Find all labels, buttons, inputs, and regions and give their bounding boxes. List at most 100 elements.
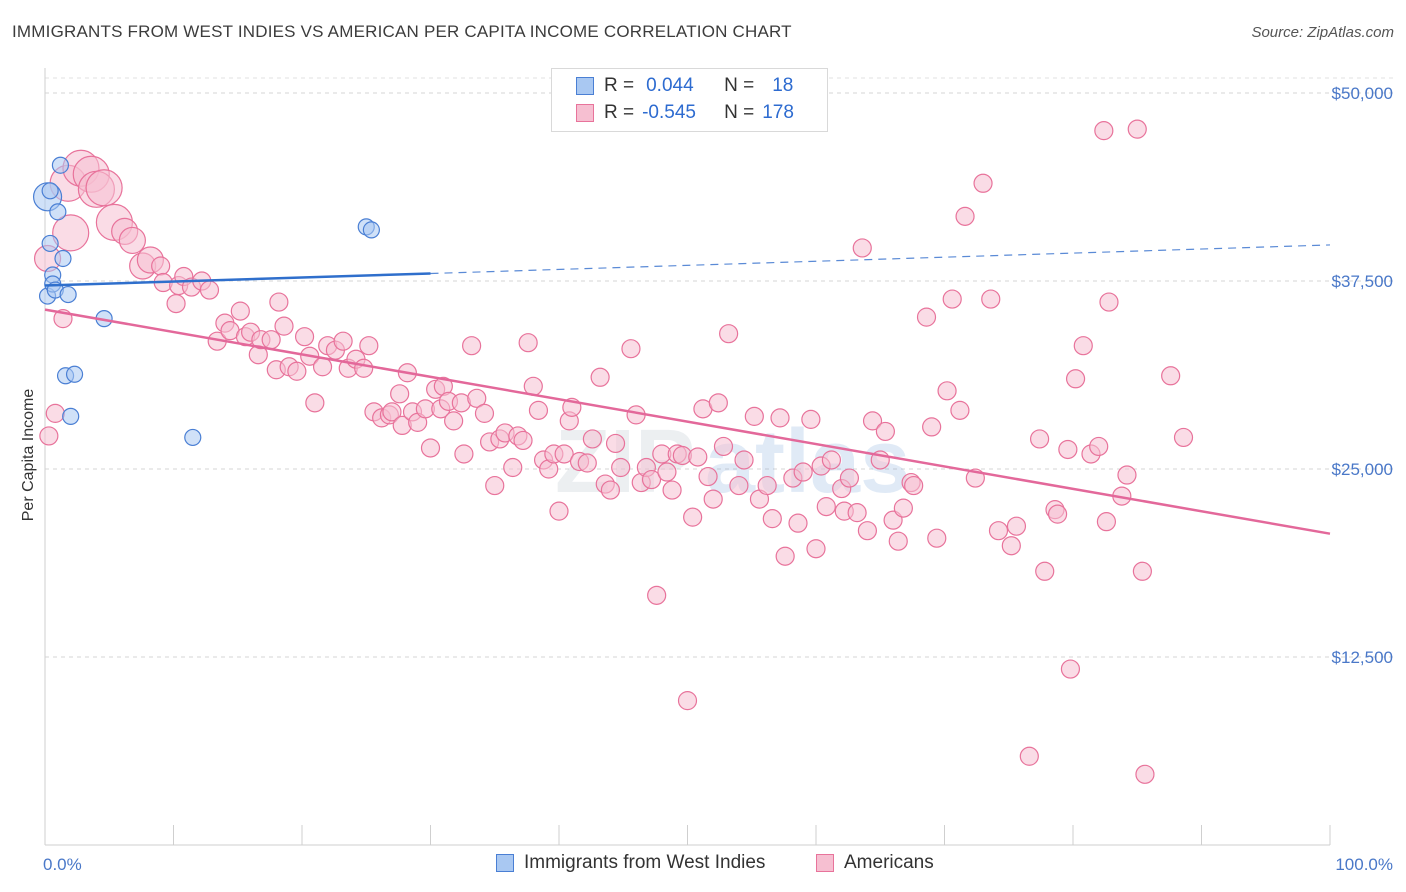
- data-point: [1060, 659, 1081, 679]
- data-point: [922, 417, 942, 437]
- data-point: [821, 450, 842, 470]
- x-tick-label: 0.0%: [43, 855, 82, 874]
- legend-swatch-blue: [576, 77, 594, 95]
- chart-title: IMMIGRANTS FROM WEST INDIES VS AMERICAN …: [12, 22, 792, 41]
- data-point: [757, 475, 777, 496]
- data-point: [454, 444, 474, 464]
- data-point: [467, 388, 487, 408]
- data-point: [775, 546, 795, 566]
- data-point: [274, 316, 294, 336]
- data-point: [513, 430, 533, 451]
- data-point: [1135, 764, 1155, 784]
- data-point: [927, 528, 947, 548]
- source-label: Source: ZipAtlas.com: [1251, 24, 1394, 41]
- legend-row-pink: R = -0.545 N = 178: [576, 102, 794, 124]
- data-point: [973, 173, 993, 193]
- bottom-swatch-blue: [496, 854, 514, 872]
- data-point: [287, 361, 307, 381]
- data-point: [937, 381, 957, 401]
- data-point: [166, 293, 186, 314]
- data-point: [1065, 369, 1086, 389]
- data-point: [1035, 561, 1055, 581]
- data-point: [382, 402, 402, 422]
- y-tick-label: $12,500: [1332, 648, 1393, 667]
- data-point: [793, 462, 813, 482]
- legend-n-label: N =: [724, 75, 755, 96]
- data-point: [118, 226, 146, 255]
- data-point: [462, 336, 482, 356]
- y-tick-label: $50,000: [1332, 84, 1393, 103]
- data-point: [528, 400, 549, 420]
- data-point: [852, 238, 872, 258]
- data-point: [1029, 429, 1050, 449]
- data-point: [1073, 336, 1093, 356]
- data-point: [719, 324, 739, 344]
- data-point: [605, 433, 626, 454]
- legend-n-value: 18: [772, 75, 794, 96]
- data-point: [1019, 746, 1039, 766]
- data-point: [1047, 504, 1068, 524]
- data-point: [708, 393, 728, 413]
- data-point: [988, 521, 1009, 541]
- data-point: [893, 498, 913, 518]
- grid-layer: [45, 77, 1393, 658]
- data-point: [713, 436, 734, 457]
- x-tick-label: 100.0%: [1335, 855, 1393, 874]
- data-point: [261, 330, 281, 350]
- data-point: [230, 301, 250, 321]
- trend-layer: [44, 244, 1331, 535]
- data-point: [1127, 119, 1147, 139]
- data-point: [847, 503, 867, 523]
- data-point: [1058, 439, 1078, 460]
- data-point: [677, 691, 698, 711]
- data-point: [54, 249, 72, 268]
- data-point: [269, 292, 289, 312]
- data-point: [657, 462, 677, 482]
- y-tick-label: $37,500: [1332, 272, 1393, 291]
- data-point: [1001, 536, 1021, 556]
- data-point: [65, 365, 84, 383]
- data-point: [734, 450, 754, 470]
- data-point: [49, 203, 67, 221]
- data-point: [485, 475, 505, 496]
- data-point: [41, 182, 59, 200]
- data-point: [698, 466, 718, 487]
- data-point: [801, 409, 821, 429]
- data-point: [862, 411, 883, 431]
- data-point: [390, 384, 410, 404]
- data-point: [839, 468, 860, 488]
- bottom-legend-pink: Americans: [816, 852, 934, 874]
- data-point: [955, 206, 975, 226]
- data-point: [577, 453, 597, 473]
- legend-box: R = 0.044 N = 18 R = -0.545 N = 178: [551, 68, 828, 132]
- data-point: [474, 403, 495, 423]
- data-point: [1132, 561, 1152, 581]
- data-point: [590, 367, 610, 387]
- data-point: [770, 408, 790, 428]
- data-point: [621, 339, 641, 359]
- bottom-swatch-pink: [816, 854, 834, 872]
- data-point: [904, 475, 924, 496]
- bottom-legend-blue: Immigrants from West Indies: [496, 852, 765, 874]
- data-point: [184, 428, 202, 447]
- data-point: [39, 426, 59, 446]
- data-point: [52, 214, 90, 252]
- data-point: [333, 331, 353, 351]
- bottom-label-blue: Immigrants from West Indies: [524, 852, 766, 873]
- data-point: [45, 403, 65, 423]
- data-point: [62, 407, 80, 425]
- data-point: [744, 406, 764, 426]
- data-point: [662, 480, 682, 500]
- data-point: [729, 475, 749, 496]
- data-point: [554, 444, 574, 464]
- data-point: [1099, 292, 1119, 312]
- data-point: [916, 307, 937, 327]
- data-point: [683, 507, 703, 527]
- data-point: [362, 221, 380, 239]
- blue-trend-extension: [430, 244, 1331, 275]
- data-point: [549, 501, 569, 521]
- legend-n-value: 178: [762, 102, 794, 123]
- data-point: [611, 457, 631, 478]
- data-point: [294, 327, 315, 347]
